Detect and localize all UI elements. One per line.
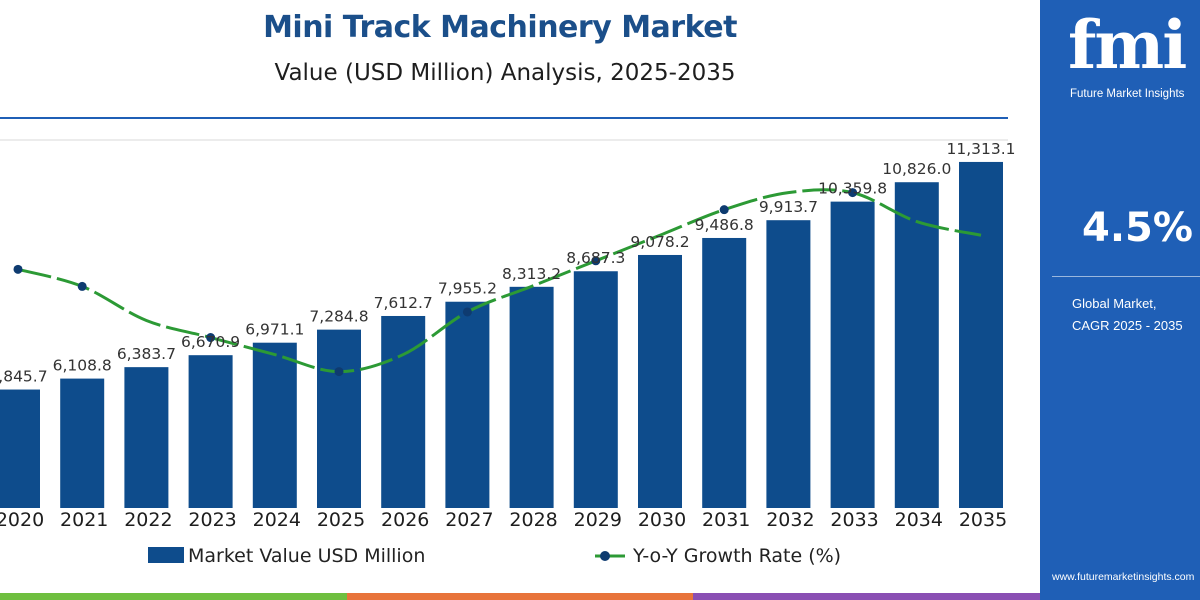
growth-point-2025: [334, 367, 344, 377]
growth-point-2029: [591, 256, 601, 266]
bar-2035: [959, 161, 1003, 508]
growth-point-2033: [848, 188, 858, 198]
legend-swatch-dot: [600, 551, 610, 561]
cagr-label-line2: CAGR 2025 - 2035: [1072, 318, 1183, 333]
cagr-label: Global Market, CAGR 2025 - 2035: [1072, 293, 1183, 337]
bar-2034: [894, 182, 939, 508]
bar-2022: [124, 367, 169, 508]
brand-logo: fmi: [1068, 6, 1187, 84]
chart-title: Mini Track Machinery Market: [263, 10, 737, 45]
brand-tagline: Future Market Insights: [1070, 88, 1185, 100]
cagr-value: 4.5%: [1082, 205, 1193, 251]
bar-value-label-2031: 9,486.8: [695, 216, 754, 234]
bar-value-label-2034: 10,826.0: [882, 160, 951, 178]
bar-2021: [60, 378, 105, 508]
growth-point-2031: [719, 205, 729, 215]
bar-value-label-2027: 7,955.2: [438, 280, 497, 298]
x-tick-2028: 2028: [509, 509, 557, 531]
bar-2027: [445, 301, 490, 508]
x-tick-2035: 2035: [959, 509, 1007, 531]
bar-value-label-2033: 10,359.8: [818, 180, 887, 198]
bar-value-label-2026: 7,612.7: [374, 294, 433, 312]
growth-point-2027: [462, 307, 472, 317]
x-tick-2033: 2033: [830, 509, 878, 531]
bar-2023: [188, 355, 233, 508]
bar-2028: [509, 286, 554, 508]
x-tick-2032: 2032: [766, 509, 814, 531]
x-tick-2030: 2030: [638, 509, 686, 531]
legend-label-bar: Market Value USD Million: [188, 545, 425, 567]
bar-2025: [317, 329, 361, 508]
x-tick-2026: 2026: [381, 509, 429, 531]
x-tick-2022: 2022: [124, 509, 172, 531]
x-tick-2031: 2031: [702, 509, 750, 531]
growth-point-2021: [77, 281, 87, 291]
bar-value-label-2025: 7,284.8: [309, 308, 368, 326]
x-tick-2023: 2023: [188, 509, 236, 531]
chart-subtitle: Value (USD Million) Analysis, 2025-2035: [274, 60, 736, 86]
bar-value-label-2021: 6,108.8: [53, 357, 112, 375]
chart-plot: 5,845.7 6,108.8 6,383.7 6,670.9 6,971.1 7,284…: [0, 117, 1016, 567]
bar-2033: [830, 201, 875, 508]
cagr-label-line1: Global Market,: [1072, 296, 1157, 311]
bar-value-label-2035: 11,313.1: [946, 140, 1015, 158]
x-tick-2029: 2029: [574, 509, 622, 531]
bar-2031: [702, 237, 747, 509]
bar-value-label-2023: 6,670.9: [181, 333, 240, 351]
bar-2024: [252, 342, 297, 508]
x-tick-2027: 2027: [445, 509, 493, 531]
website-url[interactable]: www.futuremarketinsights.com: [1052, 571, 1195, 583]
x-tick-2021: 2021: [60, 509, 108, 531]
x-tick-2024: 2024: [253, 509, 301, 531]
stripe-purple: [693, 593, 1041, 600]
x-tick-2020: 2020: [0, 509, 44, 531]
brand-side-panel: fmi Future Market Insights 4.5% Global M…: [1040, 0, 1200, 600]
x-tick-2025: 2025: [317, 509, 365, 531]
bar-2032: [766, 220, 811, 508]
bar-value-label-2032: 9,913.7: [759, 198, 818, 216]
growth-rate-line: [17, 188, 982, 374]
legend-swatch-bar: [148, 547, 184, 563]
legend-label-line: Y-o-Y Growth Rate (%): [632, 545, 841, 567]
stripe-green: [0, 593, 347, 600]
bar-value-label-2030: 9,078.2: [630, 233, 689, 251]
growth-point-2020: [13, 264, 23, 274]
bar-value-label-2028: 8,313.2: [502, 265, 561, 283]
bar-value-label-2024: 6,971.1: [245, 321, 304, 339]
bar-2029: [573, 271, 618, 508]
bar-value-label-2020: 5,845.7: [0, 368, 48, 386]
growth-point-2023: [206, 333, 216, 343]
panel-divider: [1052, 276, 1200, 277]
bar-2020: [0, 389, 40, 508]
x-tick-2034: 2034: [895, 509, 943, 531]
bar-2030: [638, 254, 682, 508]
bar-value-label-2022: 6,383.7: [117, 345, 176, 363]
bar-value-label-2029: 8,687.3: [566, 249, 625, 267]
bottom-color-stripe: [0, 593, 1041, 600]
stripe-orange: [346, 593, 694, 600]
